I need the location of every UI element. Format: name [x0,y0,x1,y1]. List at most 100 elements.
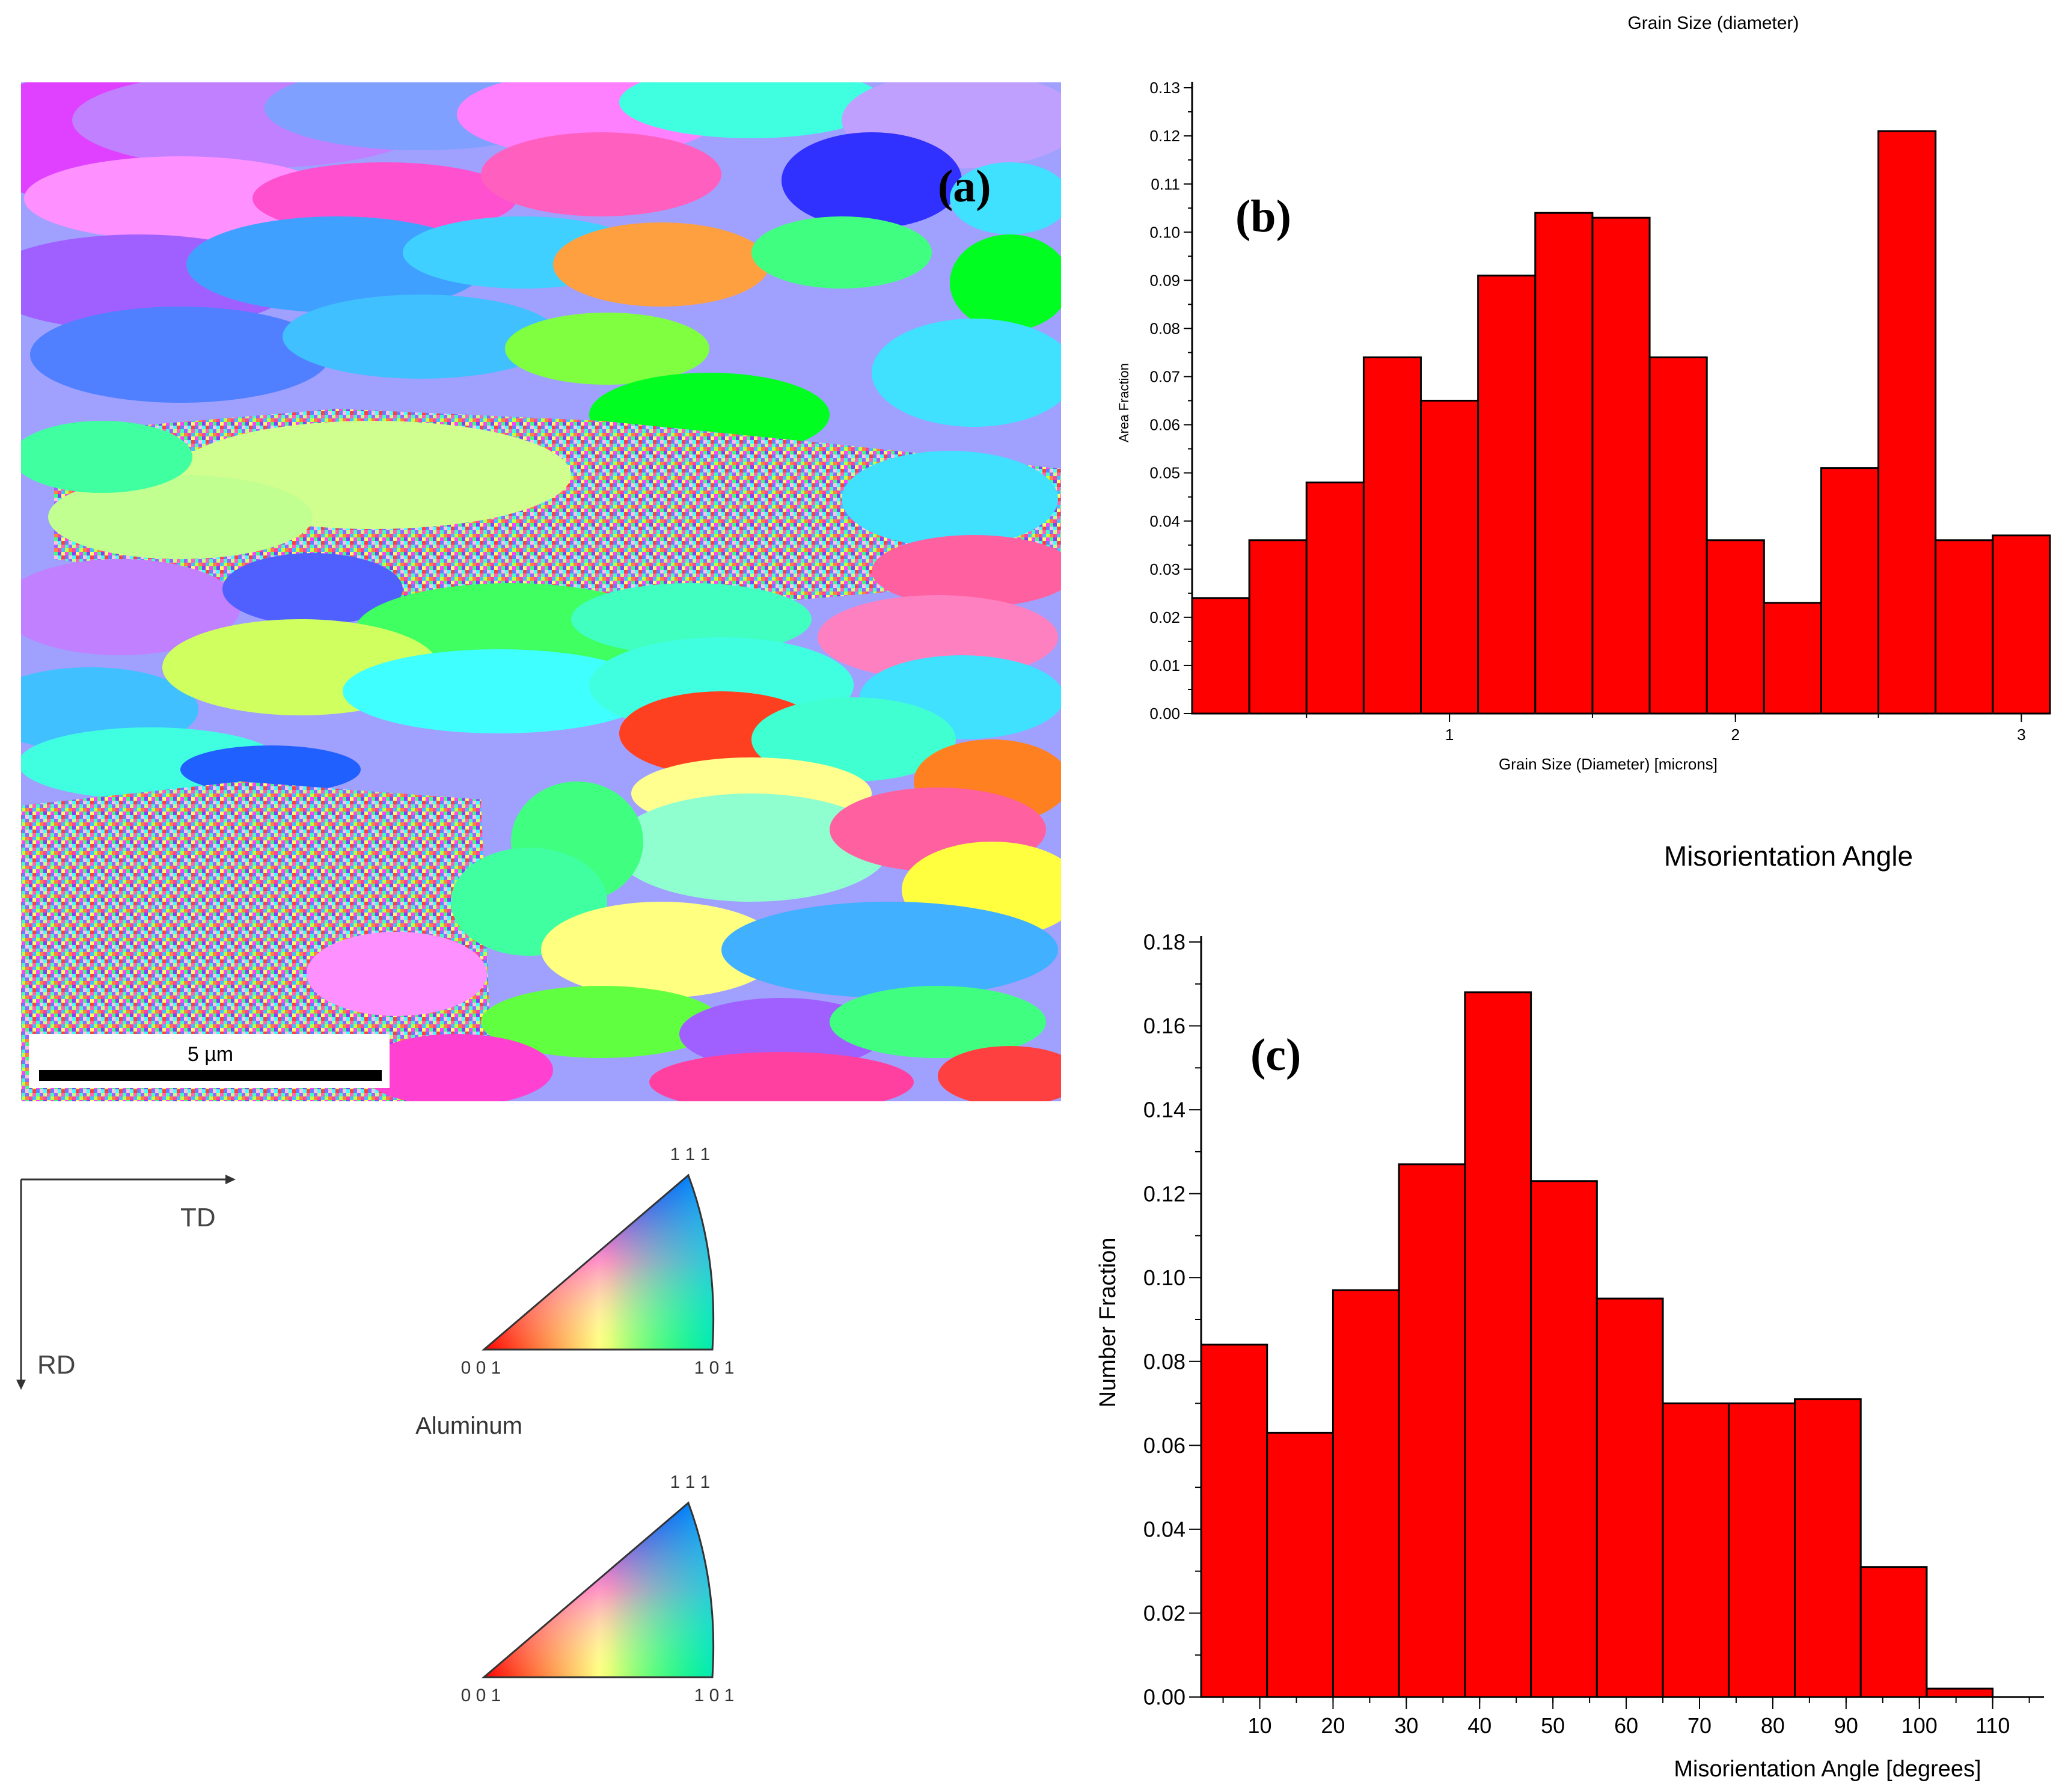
chart-b-bar [1877,130,1937,715]
chart-b-y-tick-label: 0.12 [1149,127,1180,145]
chart-b-bar [1305,482,1365,715]
chart-c-bar [1793,1398,1862,1698]
chart-c-y-tick-label: 0.18 [1143,930,1185,955]
chart-b-bar [1420,400,1479,715]
ipf2-corner-left: 0 0 1 [461,1686,501,1705]
chart-c-bar [1398,1163,1466,1698]
chart-c-bar [1464,991,1532,1698]
chart-c-y-tick-label: 0.08 [1143,1349,1185,1374]
chart-c-bar [1530,1180,1598,1698]
chart-c-x-tick-label: 70 [1687,1713,1712,1738]
chart-c: Misorientation Angle 0.000.020.040.060.0… [1095,840,2044,1782]
chart-c-x-tick-label: 90 [1834,1713,1858,1738]
chart-c-x-tick-label: 60 [1614,1713,1638,1738]
chart-c-y-tick-label: 0.16 [1143,1014,1185,1038]
chart-b-ylabel: Area Fraction [1116,363,1131,442]
ipf1-corner-top: 1 1 1 [670,1145,711,1164]
chart-c-y-tick-label: 0.04 [1143,1517,1185,1541]
chart-c-y-tick-label: 0.00 [1143,1685,1185,1710]
scale-bar-text: 5 µm [188,1043,233,1066]
chart-c-y-tick-label: 0.12 [1143,1181,1185,1206]
chart-b-bar [1362,356,1422,715]
chart-c-axes: 0.00 0.02 0.04 0.06 0.08 0.10 0.12 0.14 0.16 0.18… [1143,930,2044,1738]
chart-c-x-tick-label: 110 [1975,1713,2010,1738]
chart-c-x-tick-label: 80 [1761,1713,1785,1738]
rd-arrow-icon [16,1380,26,1390]
chart-c-y-tick-label: 0.02 [1143,1601,1185,1625]
scale-bar-line [39,1070,382,1081]
chart-b-xlabel: Grain Size (Diameter) [microns] [1499,755,1718,773]
chart-b-bar [1591,216,1651,715]
rd-label: RD [37,1350,76,1380]
chart-b-bar [1648,356,1708,715]
chart-b-x-tick-label: 1 [1445,726,1454,744]
ipf2-corner-right: 1 0 1 [694,1686,735,1705]
chart-b-y-tick-label: 0.02 [1149,608,1180,626]
chart-b-bars [1191,130,2051,715]
chart-b-y-tick-label: 0.05 [1149,464,1180,482]
chart-b-y-tick-label: 0.11 [1151,175,1180,193]
sample-axes: TD RD [16,1175,236,1390]
ebsd-map [21,82,1061,1101]
chart-b-y-tick-label: 0.03 [1149,560,1180,578]
ipf2-corner-top: 1 1 1 [670,1472,711,1492]
chart-b-y-tick-label: 0.07 [1149,368,1180,386]
chart-c-xlabel: Misorientation Angle [degrees] [1674,1757,1981,1782]
chart-b-y-tick-label: 0.00 [1149,705,1180,723]
chart-b-bar [1477,274,1537,715]
chart-b-x-tick-label: 2 [1731,726,1740,744]
chart-b-y-tick-label: 0.06 [1149,416,1180,434]
chart-c-bar [1728,1402,1796,1698]
chart-c-x-tick-label: 100 [1901,1713,1938,1738]
chart-c-panel-label: (c) [1250,1030,1301,1080]
ipf1-corner-right: 1 0 1 [694,1358,735,1378]
chart-b-bar [1935,539,1994,715]
chart-c-x-tick-label: 50 [1541,1713,1565,1738]
chart-b-y-tick-label: 0.01 [1149,656,1180,674]
ipf1-corner-left: 0 0 1 [461,1358,501,1378]
chart-b-panel-label: (b) [1235,191,1291,242]
chart-c-bars [1200,991,1994,1698]
chart-c-bar [1595,1297,1664,1698]
chart-b-y-tick-label: 0.09 [1149,271,1180,289]
chart-b-axes: 0.00 0.01 0.02 0.03 0.04 0.05 0.06 0.07 0.08 0.09… [1149,79,2050,744]
panel-label-a-box: (a) [938,161,991,212]
chart-c-title: Misorientation Angle [1664,840,1913,872]
scale-bar: 5 µm [29,1034,390,1088]
chart-b: Grain Size (diameter) 0.000.010.020.030.… [1116,13,2051,773]
chart-c-x-tick-label: 40 [1467,1713,1491,1738]
chart-b-x-tick-label: 3 [2017,726,2025,744]
chart-b-bar [1763,602,1822,715]
chart-b-bar [1992,534,2051,715]
chart-b-y-tick-label: 0.04 [1149,512,1180,530]
chart-b-y-tick-label: 0.10 [1149,223,1180,241]
chart-c-y-tick-label: 0.06 [1143,1433,1185,1458]
chart-c-bar [1662,1402,1730,1698]
chart-c-x-tick-label: 20 [1321,1713,1345,1738]
chart-b-bar [1191,597,1250,715]
chart-b-y-tick-label: 0.08 [1149,319,1180,337]
chart-c-bar [1926,1687,1994,1698]
chart-c-x-tick-label: 30 [1394,1713,1418,1738]
chart-b-bar [1820,467,1880,715]
chart-b-bar [1534,212,1594,715]
chart-c-bar [1266,1431,1334,1698]
td-label: TD [180,1203,216,1232]
chart-c-ylabel: Number Fraction [1095,1238,1121,1408]
chart-b-title: Grain Size (diameter) [1627,13,1799,33]
chart-c-bar [1200,1344,1268,1698]
panel-label-a: (a) [938,161,991,212]
chart-c-y-tick-label: 0.14 [1143,1098,1185,1122]
chart-b-bar [1706,539,1765,715]
chart-b-bar [1248,539,1308,715]
ipf-legend-2: 1 1 1 0 0 1 1 0 1 [461,1472,735,1705]
phase-label: Aluminum [415,1413,522,1439]
td-arrow-icon [225,1175,236,1184]
chart-c-y-tick-label: 0.10 [1143,1265,1185,1290]
chart-c-x-tick-label: 10 [1248,1713,1272,1738]
ipf-legend-1: 1 1 1 0 0 1 1 0 1 [461,1145,735,1378]
chart-c-bar [1859,1566,1928,1698]
chart-c-bar [1332,1289,1400,1698]
chart-b-y-tick-label: 0.13 [1149,79,1180,97]
